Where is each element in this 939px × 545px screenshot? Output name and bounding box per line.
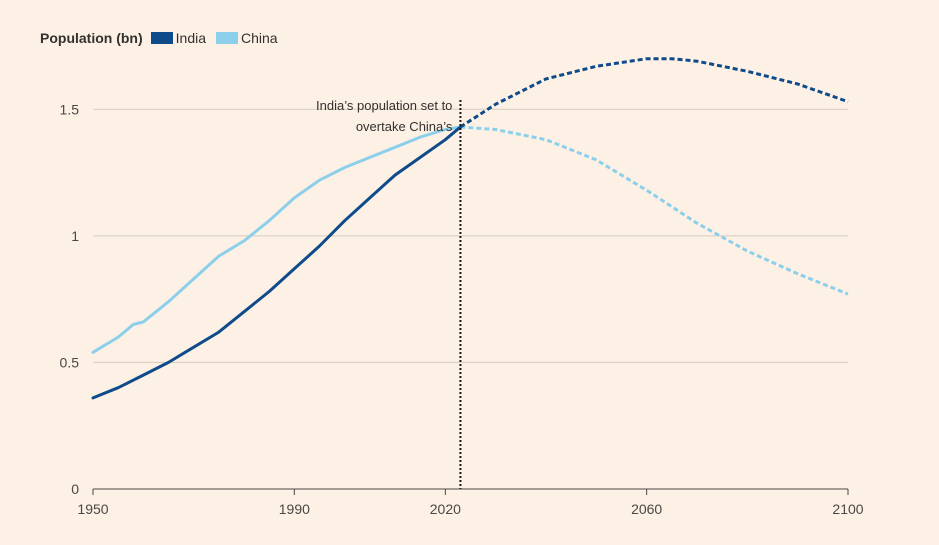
- annotation: India’s population set to overtake China’…: [316, 98, 462, 489]
- x-tick-label: 2060: [631, 501, 662, 517]
- y-tick-label: 0.5: [60, 354, 80, 370]
- gridlines: [93, 108, 848, 363]
- x-tick-label: 1990: [279, 501, 310, 517]
- series-lines: [91, 57, 849, 400]
- legend-item-india: India: [150, 30, 207, 46]
- x-tick-label: 2100: [832, 501, 863, 517]
- annotation-text-line: India’s population set to: [316, 98, 452, 113]
- y-tick-label: 1.5: [60, 101, 80, 117]
- y-tick-label: 0: [71, 481, 79, 497]
- legend-swatch-china: [216, 32, 239, 44]
- legend-title: Population (bn): [40, 30, 143, 46]
- legend-swatch-india: [150, 32, 173, 44]
- legend-item-china: China: [216, 30, 278, 46]
- y-axis-ticks: 0 0.5 1 1.5: [60, 101, 80, 497]
- x-axis: 1950 1990 2020 2060 2100: [77, 488, 864, 517]
- x-tick-label: 2020: [430, 501, 461, 517]
- legend-label-india: India: [175, 30, 207, 46]
- series-line-china-historical: [91, 125, 462, 354]
- y-tick-label: 1: [71, 228, 79, 244]
- legend: Population (bn) India China: [40, 30, 288, 46]
- legend-label-china: China: [241, 30, 278, 46]
- series-line-india-projected: [459, 57, 849, 129]
- x-tick-label: 1950: [77, 501, 108, 517]
- series-line-india-historical: [91, 125, 462, 400]
- annotation-text-line: overtake China’s: [356, 119, 453, 134]
- series-line-china-projected: [460, 125, 849, 296]
